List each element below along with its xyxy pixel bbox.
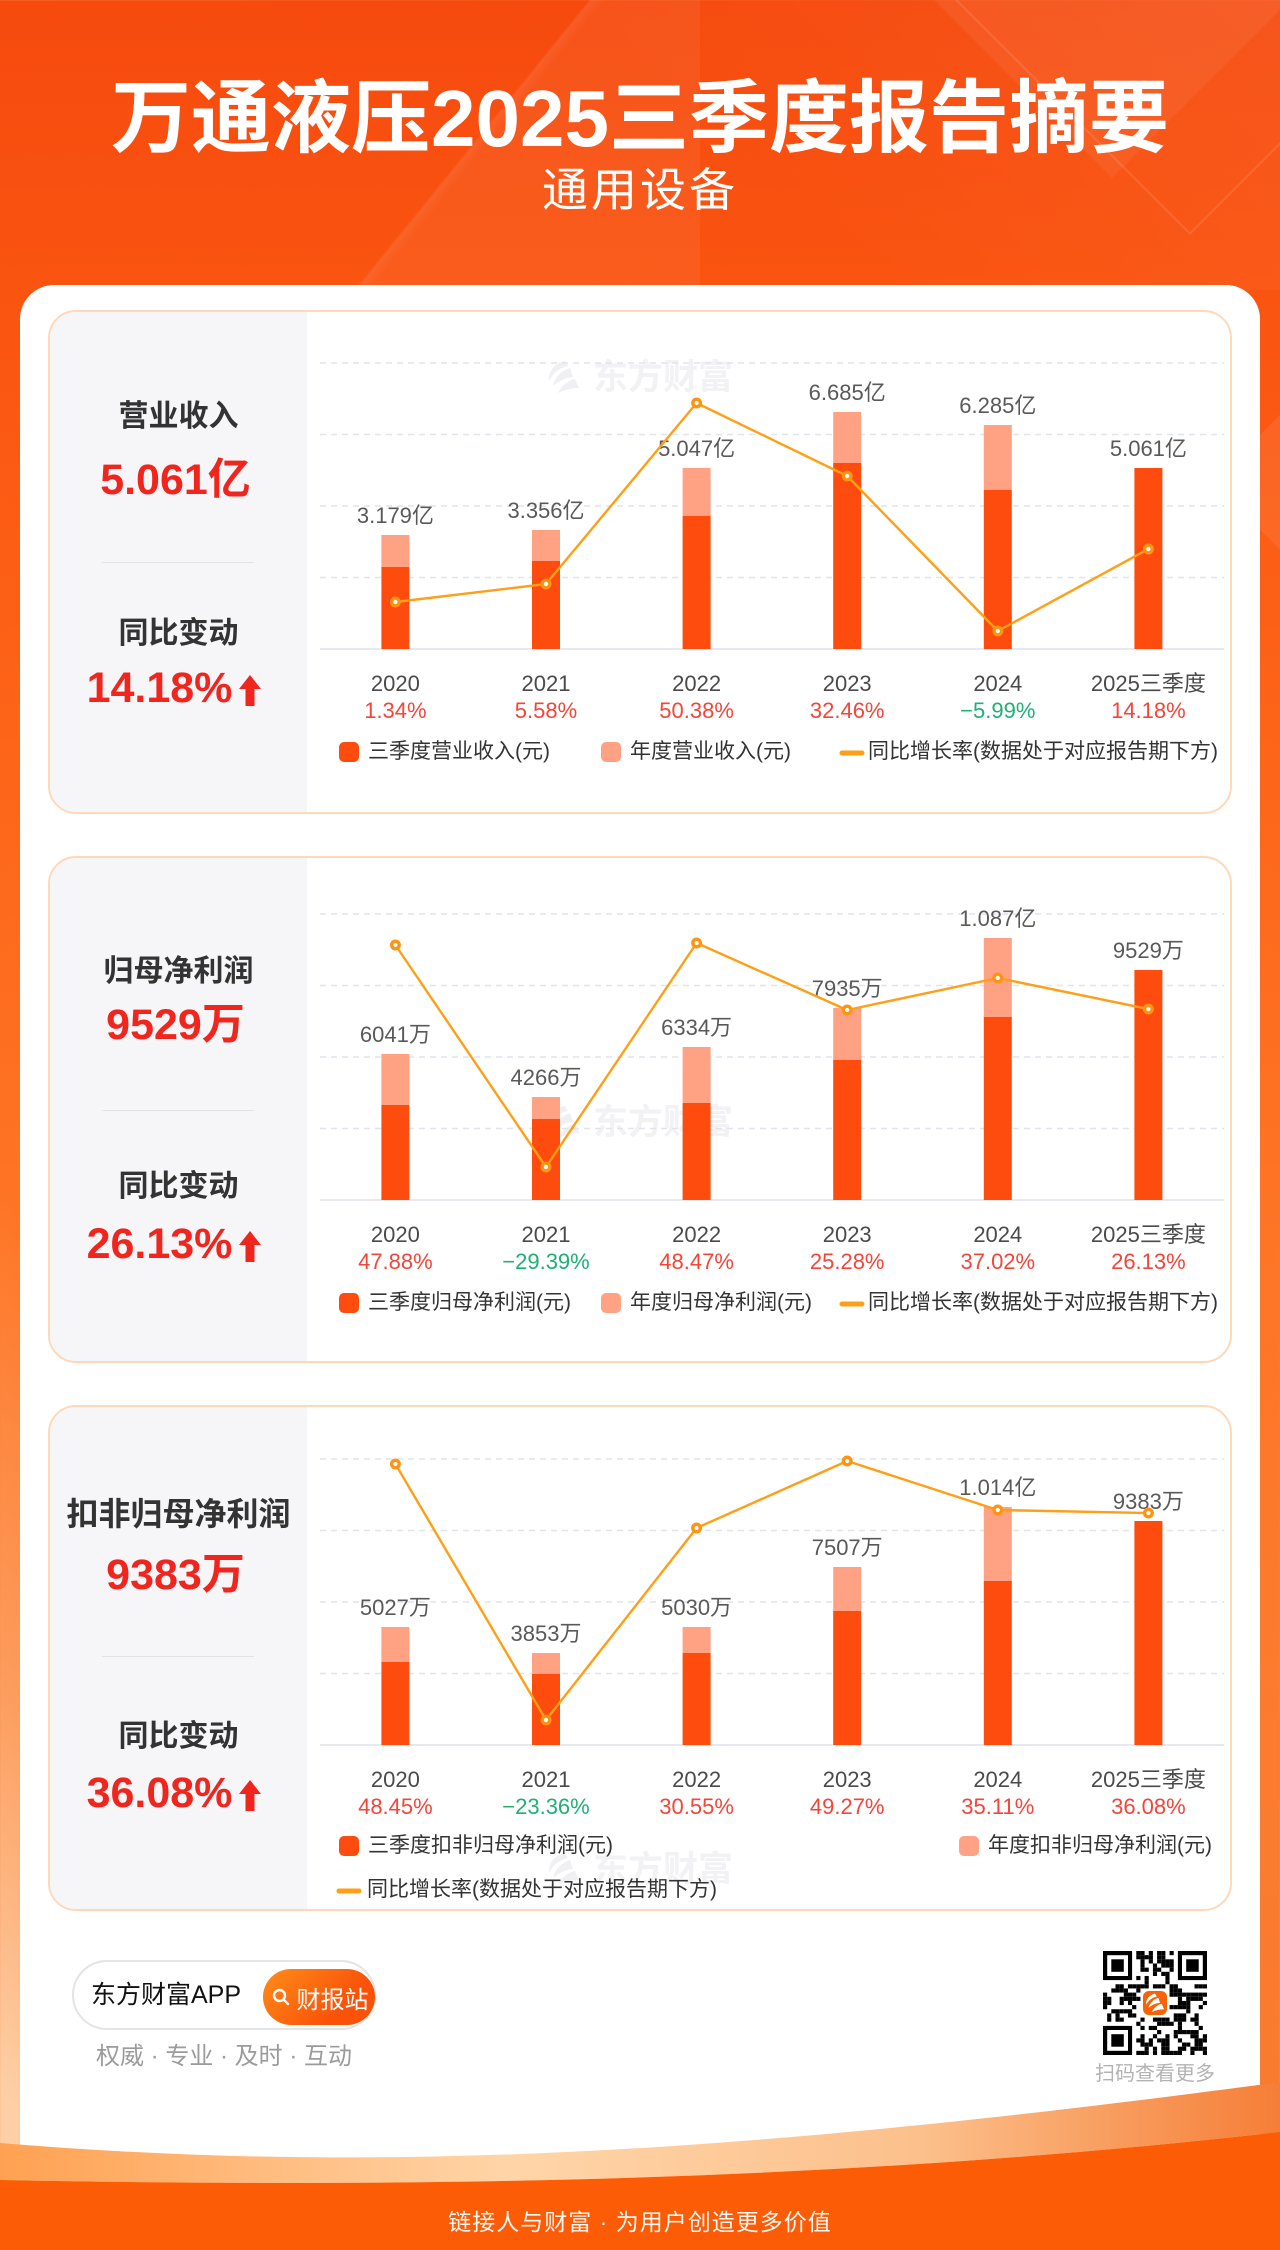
svg-text:同比增长率(数据处于对应报告期下方): 同比增长率(数据处于对应报告期下方) [367,1878,717,1901]
svg-text:6041万: 6041万 [360,1022,431,1047]
svg-text:2020: 2020 [371,1222,420,1247]
svg-text:48.47%: 48.47% [659,1249,734,1274]
svg-text:30.55%: 30.55% [659,1794,734,1819]
svg-text:6334万: 6334万 [661,1015,732,1040]
svg-text:4266万: 4266万 [511,1065,582,1090]
svg-text:32.46%: 32.46% [810,698,885,723]
svg-text:6.285亿: 6.285亿 [959,393,1036,418]
svg-text:三季度营业收入(元): 三季度营业收入(元) [368,740,550,763]
svg-text:2025三季度: 2025三季度 [1091,1222,1206,1247]
svg-text:7935万: 7935万 [812,976,883,1001]
svg-text:2020: 2020 [371,1767,420,1792]
svg-text:2024: 2024 [973,1767,1022,1792]
svg-text:2021: 2021 [522,1767,571,1792]
svg-text:5027万: 5027万 [360,1595,431,1620]
svg-text:5.047亿: 5.047亿 [658,436,735,461]
svg-text:9529万: 9529万 [1113,938,1184,963]
svg-text:25.28%: 25.28% [810,1249,885,1274]
svg-text:年度扣非归母净利润(元): 年度扣非归母净利润(元) [988,1834,1212,1857]
svg-text:35.11%: 35.11% [961,1794,1034,1819]
svg-text:50.38%: 50.38% [659,698,734,723]
svg-text:47.88%: 47.88% [358,1249,433,1274]
svg-text:3853万: 3853万 [511,1621,582,1646]
svg-text:2023: 2023 [823,671,872,696]
svg-text:三季度扣非归母净利润(元): 三季度扣非归母净利润(元) [368,1834,613,1857]
svg-text:−23.36%: −23.36% [502,1794,589,1819]
svg-text:年度归母净利润(元): 年度归母净利润(元) [630,1291,812,1314]
svg-text:6.685亿: 6.685亿 [809,380,886,405]
svg-text:2022: 2022 [672,671,721,696]
svg-text:2021: 2021 [522,1222,571,1247]
svg-text:1.014亿: 1.014亿 [959,1475,1036,1500]
svg-text:36.08%: 36.08% [1111,1794,1186,1819]
svg-text:1.087亿: 1.087亿 [959,906,1036,931]
svg-text:5030万: 5030万 [661,1595,732,1620]
svg-text:7507万: 7507万 [812,1535,883,1560]
svg-text:三季度归母净利润(元): 三季度归母净利润(元) [368,1291,571,1314]
svg-text:同比增长率(数据处于对应报告期下方): 同比增长率(数据处于对应报告期下方) [868,740,1218,763]
svg-text:2023: 2023 [823,1222,872,1247]
svg-text:48.45%: 48.45% [358,1794,433,1819]
svg-text:2022: 2022 [672,1767,721,1792]
svg-text:49.27%: 49.27% [810,1794,885,1819]
svg-text:3.179亿: 3.179亿 [357,503,434,528]
svg-text:14.18%: 14.18% [1111,698,1186,723]
svg-text:2022: 2022 [672,1222,721,1247]
svg-text:37.02%: 37.02% [960,1249,1035,1274]
svg-text:3.356亿: 3.356亿 [507,498,584,523]
svg-text:2024: 2024 [973,1222,1022,1247]
svg-text:2025三季度: 2025三季度 [1091,671,1206,696]
svg-text:−5.99%: −5.99% [960,698,1035,723]
svg-text:2023: 2023 [823,1767,872,1792]
svg-text:−29.39%: −29.39% [502,1249,589,1274]
svg-text:年度营业收入(元): 年度营业收入(元) [630,740,791,763]
svg-text:同比增长率(数据处于对应报告期下方): 同比增长率(数据处于对应报告期下方) [868,1291,1218,1314]
svg-text:5.58%: 5.58% [515,698,577,723]
svg-text:2020: 2020 [371,671,420,696]
svg-text:2024: 2024 [973,671,1022,696]
svg-text:1.34%: 1.34% [364,698,426,723]
svg-text:26.13%: 26.13% [1111,1249,1186,1274]
svg-text:5.061亿: 5.061亿 [1110,436,1187,461]
svg-text:2021: 2021 [522,671,571,696]
svg-text:2025三季度: 2025三季度 [1091,1767,1206,1792]
